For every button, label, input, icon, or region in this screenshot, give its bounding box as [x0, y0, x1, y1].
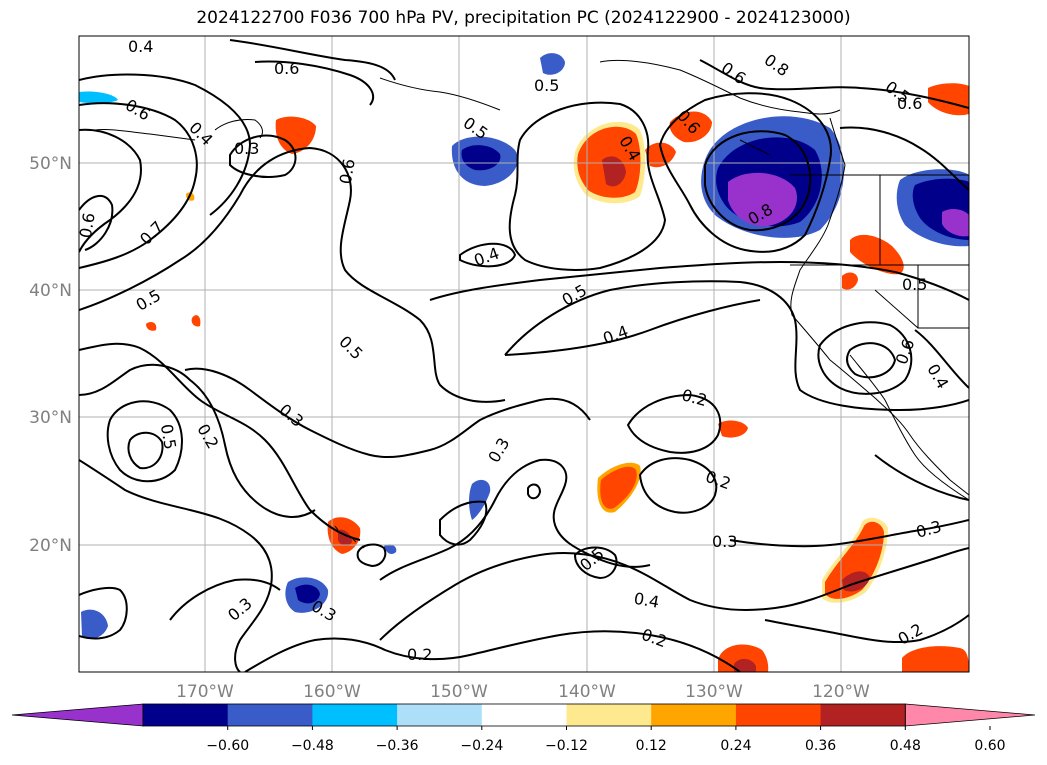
colorbar-swatch	[651, 704, 737, 726]
lat-label-50n: 50°N	[29, 154, 72, 174]
colorbar-tick-label: −0.12	[545, 738, 588, 754]
contour-labels: 0.4 0.6 0.5 0.6 0.8 0.6 0.6 0.4 0.3 0.5 …	[76, 37, 953, 664]
latitude-labels: 50°N 40°N 30°N 20°N	[29, 154, 72, 556]
contour-label: 0.4	[128, 37, 153, 56]
colorbar-tick-label: 0.60	[974, 738, 1005, 754]
colorbar-swatch	[143, 704, 229, 726]
precipitation-shading	[79, 53, 969, 672]
map-frame	[78, 35, 970, 673]
contour-label: 0.5	[902, 275, 927, 294]
lon-label-130w: 130°W	[685, 682, 743, 702]
lon-label-140w: 140°W	[558, 682, 616, 702]
colorbar-swatch	[481, 704, 567, 726]
colorbar-tick-label: −0.36	[376, 738, 419, 754]
colorbar-tick-label: 0.12	[636, 738, 667, 754]
contour-label: 0.5	[534, 76, 559, 95]
graticule	[79, 36, 969, 672]
colorbar-swatch	[566, 704, 652, 726]
colorbar-swatch	[820, 704, 906, 726]
colorbar-arrow-left	[11, 703, 144, 727]
colorbar-tick-label: −0.24	[460, 738, 503, 754]
contour-label: 0.5	[157, 423, 180, 451]
contour-label: 0.6	[76, 211, 99, 239]
contour-label: 0.6	[336, 157, 359, 185]
colorbar-tick-label: −0.60	[206, 738, 249, 754]
contour-label: 0.3	[712, 532, 737, 551]
colorbar-arrow-right	[904, 703, 1036, 727]
lon-label-170w: 170°W	[176, 682, 234, 702]
map-title: 2024122700 F036 700 hPa PV, precipitatio…	[196, 8, 851, 28]
contour-label: 0.2	[407, 645, 432, 664]
contour-label: 0.3	[234, 139, 259, 158]
lat-label-30n: 30°N	[29, 408, 72, 428]
lat-label-20n: 20°N	[29, 536, 72, 556]
lon-label-150w: 150°W	[430, 682, 488, 702]
colorbar-tick-label: 0.36	[805, 738, 836, 754]
colorbar-swatch	[397, 704, 483, 726]
contour-label: 0.4	[632, 589, 660, 612]
colorbar-swatch	[312, 704, 398, 726]
lon-label-160w: 160°W	[303, 682, 361, 702]
contour-label: 0.6	[897, 94, 922, 113]
colorbar-swatch	[227, 704, 313, 726]
lat-label-40n: 40°N	[29, 281, 72, 301]
colorbar-swatch	[735, 704, 822, 726]
longitude-labels: 170°W 160°W 150°W 140°W 130°W 120°W	[176, 682, 870, 702]
colorbar-tick-label: −0.48	[291, 738, 334, 754]
colorbar-outline	[142, 703, 906, 727]
colorbar: −0.60 −0.48 −0.36 −0.24 −0.12 0.12 0.24 0.36 0.4…	[11, 703, 1036, 754]
lon-label-120w: 120°W	[812, 682, 870, 702]
contour-label: 0.6	[274, 59, 299, 78]
colorbar-tick-label: 0.48	[890, 738, 921, 754]
colorbar-tick-label: 0.24	[720, 738, 751, 754]
pv-contours	[79, 39, 969, 672]
